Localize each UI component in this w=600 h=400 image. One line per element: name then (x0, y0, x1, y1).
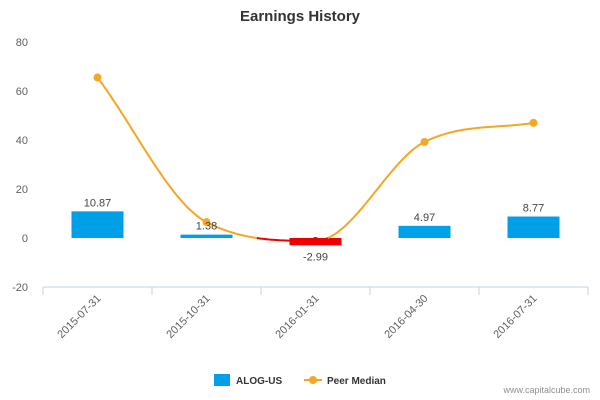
chart-title: Earnings History (240, 8, 361, 25)
data-label: 8.77 (523, 203, 544, 215)
bar (71, 211, 124, 238)
legend-swatch-bar (214, 374, 230, 386)
bar (180, 234, 233, 238)
y-tick-label: 0 (22, 233, 28, 245)
y-axis: -20 0 20 40 60 80 (12, 37, 28, 294)
line-point (202, 218, 211, 227)
line-point (420, 137, 429, 146)
data-label: 1.38 (196, 221, 217, 233)
data-label: -2.99 (303, 251, 328, 263)
legend-swatch-marker (309, 376, 317, 384)
legend-label: Peer Median (327, 376, 386, 387)
line-point (93, 73, 102, 82)
x-axis: 2015-07-31 2015-10-31 2016-01-31 2016-04-30… (42, 286, 589, 341)
line-point (529, 118, 538, 127)
bar (507, 216, 560, 238)
y-tick-label: 40 (16, 135, 28, 147)
data-label: 4.97 (414, 212, 435, 224)
y-tick-label: 60 (16, 86, 28, 98)
line-segment (327, 121, 534, 239)
line-series (93, 73, 538, 245)
legend-label: ALOG-US (236, 376, 282, 387)
y-tick-label: 20 (16, 184, 28, 196)
legend[interactable]: ALOG-US Peer Median (214, 374, 386, 387)
x-tick-label: 2016-01-31 (273, 293, 321, 341)
line-point (311, 236, 320, 245)
line-segment (96, 76, 258, 239)
bar-series (71, 211, 560, 246)
legend-item-peer-median[interactable]: Peer Median (304, 376, 386, 387)
data-labels: 10.87 1.38 -2.99 4.97 8.77 (84, 197, 544, 263)
data-label: 10.87 (84, 197, 112, 209)
x-tick-label: 2015-07-31 (55, 293, 103, 341)
x-tick-label: 2016-04-30 (382, 293, 430, 341)
y-tick-label: -20 (12, 282, 28, 294)
bar (398, 225, 451, 238)
x-tick-label: 2015-10-31 (164, 293, 212, 341)
x-tick-label: 2016-07-31 (491, 293, 539, 341)
legend-item-alog[interactable]: ALOG-US (214, 374, 282, 387)
credit-text[interactable]: www.capitalcube.com (502, 385, 590, 395)
y-tick-label: 80 (16, 37, 28, 49)
